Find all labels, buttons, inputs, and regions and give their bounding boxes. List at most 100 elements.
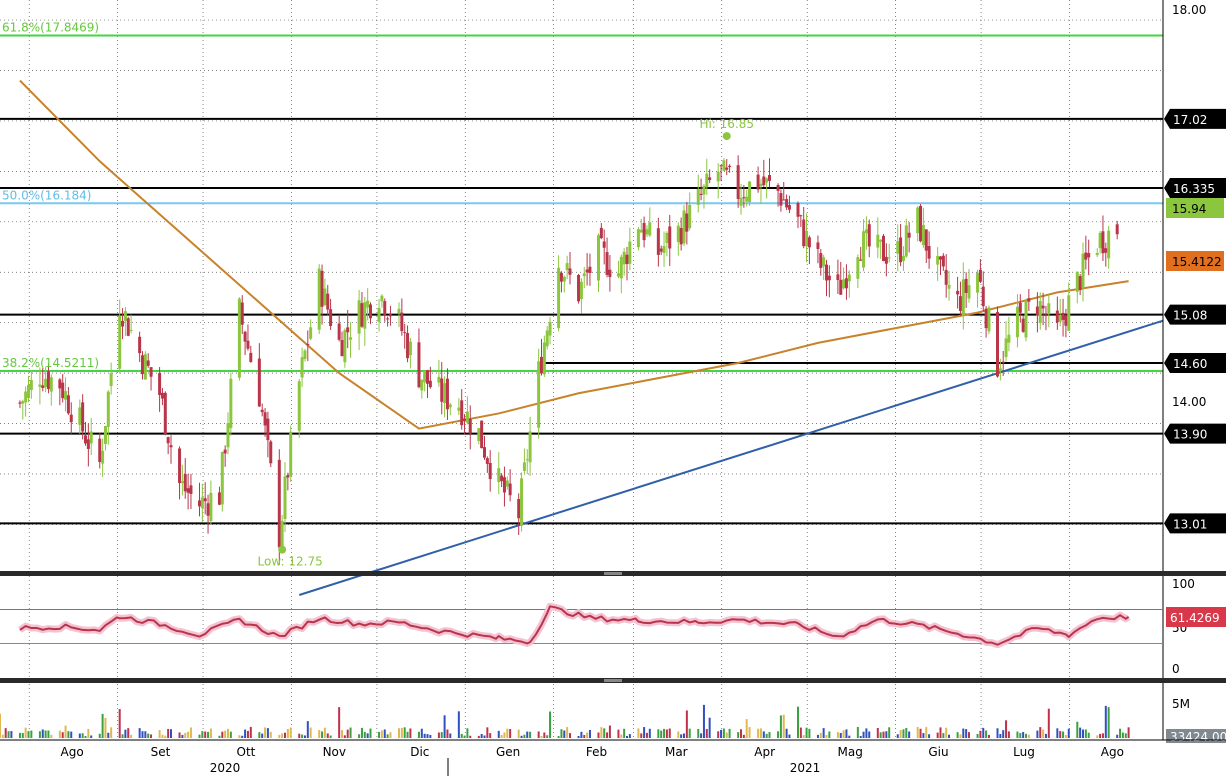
month-label: Gen — [496, 745, 520, 759]
candle — [659, 245, 663, 256]
candle — [1064, 308, 1068, 338]
panel-separator-handle-1[interactable] — [604, 572, 622, 575]
candle — [836, 259, 840, 294]
volume-bar — [987, 734, 990, 738]
volume-bar — [161, 734, 164, 738]
volume-bar — [899, 730, 902, 738]
candle — [428, 366, 432, 389]
candle — [1098, 230, 1102, 254]
volume-bar — [685, 710, 688, 738]
candle — [180, 464, 184, 496]
volume-bar — [298, 733, 301, 738]
candle — [46, 363, 50, 394]
volume-bar — [380, 730, 383, 738]
candle — [762, 159, 766, 188]
volume-bar — [417, 731, 420, 738]
volume-bar — [700, 733, 703, 738]
candle — [967, 268, 971, 303]
candle — [397, 302, 401, 328]
moving-average-line — [19, 79, 1129, 430]
volume-bar — [757, 728, 760, 738]
candle — [976, 269, 980, 308]
volume-bar — [1056, 728, 1059, 738]
candle — [246, 324, 250, 351]
volume-bar — [229, 731, 232, 738]
volume-bar — [1079, 727, 1082, 738]
volume-bar — [640, 733, 643, 738]
volume-bar — [617, 729, 620, 738]
volume-bar — [7, 731, 10, 738]
candle — [616, 260, 620, 279]
candle — [1007, 316, 1011, 352]
volume-bar — [526, 731, 529, 738]
candle — [582, 266, 586, 289]
candle — [847, 270, 851, 298]
volume-bar — [358, 734, 361, 738]
candle — [38, 367, 42, 405]
volume-bar — [506, 728, 509, 738]
year-label-2020: 2020 — [210, 761, 241, 775]
candle — [320, 264, 324, 325]
candle — [1018, 294, 1022, 323]
candle — [585, 253, 589, 286]
volume-bar — [209, 728, 212, 738]
candle — [722, 158, 726, 172]
volume-bar — [785, 728, 788, 738]
volume-bar — [244, 729, 247, 738]
volume-bar — [922, 733, 925, 738]
candle — [625, 246, 629, 281]
candle — [996, 306, 999, 378]
volume-bar — [181, 734, 184, 738]
candle — [363, 296, 367, 346]
volume-bar — [1099, 733, 1102, 738]
candle — [528, 416, 532, 476]
candle — [1001, 350, 1005, 376]
volume-bar — [797, 706, 799, 738]
volume-bar — [124, 729, 127, 738]
candle — [223, 445, 227, 467]
candle — [103, 425, 107, 451]
candle — [106, 390, 110, 445]
candle — [636, 226, 640, 251]
candle — [579, 278, 583, 314]
candle — [719, 164, 723, 182]
candle — [725, 159, 729, 176]
volume-bar — [477, 735, 480, 738]
candle — [463, 414, 467, 435]
candle — [1081, 242, 1085, 302]
candle — [146, 353, 150, 368]
candle — [688, 192, 692, 231]
candle — [1115, 220, 1119, 240]
candle — [696, 174, 700, 213]
candle — [599, 223, 603, 240]
volume-bar — [819, 732, 822, 738]
volume-bar — [557, 736, 560, 738]
candle — [303, 348, 307, 362]
candle — [676, 222, 680, 256]
level-tags: 17.02 16.335 15.08 14.60 13.90 13.01 — [1164, 108, 1226, 534]
volume-bar — [782, 714, 785, 738]
volume-bars — [0, 704, 1130, 738]
candle — [639, 219, 643, 233]
candle — [867, 219, 871, 258]
level-tag-bg — [1164, 304, 1226, 325]
volume-bar — [848, 735, 851, 738]
fib-label-38-2: 38.2%(14.5211) — [2, 356, 99, 370]
volume-bar — [879, 732, 882, 738]
volume-bar — [64, 725, 67, 738]
level-tag-bg — [1164, 423, 1226, 444]
volume-bar — [426, 734, 429, 738]
panel-separator-handle-2[interactable] — [604, 679, 622, 682]
candle — [129, 314, 133, 334]
volume-bar — [688, 728, 691, 738]
volume-bar — [882, 731, 885, 738]
candle — [243, 330, 247, 356]
fibonacci-lines — [0, 34, 1163, 372]
candle — [588, 253, 592, 286]
volume-bar — [104, 717, 107, 738]
volume-bar — [1022, 732, 1025, 738]
candle — [286, 472, 290, 491]
volume-bar — [856, 726, 859, 738]
volume-bar — [147, 733, 150, 738]
